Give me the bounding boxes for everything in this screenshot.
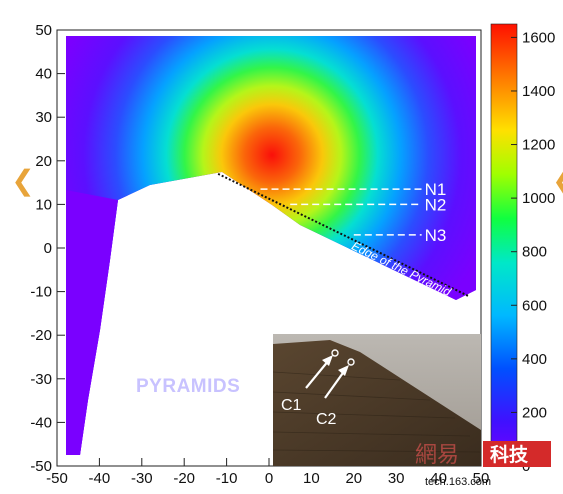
colorbar-tick-label: 400 (522, 351, 547, 368)
colorbar-tick-label: 1600 (522, 29, 555, 46)
x-tick-label: -40 (89, 470, 111, 487)
photo-c1-marker (331, 349, 339, 357)
y-tick-label: 10 (35, 196, 52, 213)
pyramid-photo-shape (273, 340, 481, 466)
x-tick-label: 0 (265, 470, 273, 487)
x-tick-label: 50 (473, 470, 490, 487)
logo-line1: SCAN (136, 355, 192, 376)
x-axis: -50 -40 -30 -20 -10 0 10 20 30 40 50 (46, 458, 489, 487)
faculty-seal-icon (202, 396, 220, 414)
marker-label-c1: C1 (164, 244, 186, 263)
y-tick-label: 20 (35, 153, 52, 170)
y-tick-label: -50 (30, 458, 52, 475)
inset-photo: C1 C2 (272, 334, 481, 466)
photo-label-c2: C2 (316, 411, 337, 428)
marker-arrowhead-c2 (250, 213, 262, 226)
logo-small-text-3: FACULTY OF ENGINEERING CAIRO UNIVERSITY (200, 415, 269, 419)
annotation-label-n3: N3 (425, 226, 447, 245)
logo-small-text-2: ARAB REPUBLIC OF EGYPT MINISTRY OF ANTIQ… (170, 420, 250, 424)
colorbar: 16001400120010008006004002000 (490, 23, 555, 475)
photo-label-c1: C1 (281, 397, 302, 414)
colorbar-tick-label: 1000 (522, 190, 555, 207)
photo-c2-marker (347, 358, 355, 366)
logo-line2: PYRAMIDS (136, 376, 240, 397)
y-axis: 50 40 30 20 10 0 -10 -20 -30 -40 -50 (30, 22, 65, 475)
x-tick-label: -50 (46, 470, 68, 487)
y-tick-label: 50 (35, 22, 52, 39)
heatmap-layer (66, 36, 476, 455)
annotation-label-n2: N2 (425, 195, 447, 214)
x-tick-label: 10 (303, 470, 320, 487)
chevron-right-icon[interactable]: ❮ (552, 166, 563, 196)
scan-pyramids-logo: SCAN PYRAMIDS HIP HIP INSTITUTE HERITAGE… (136, 355, 269, 424)
colorbar-tick-label: 200 (522, 404, 547, 421)
y-tick-label: -10 (30, 284, 52, 301)
x-tick-label: 30 (388, 470, 405, 487)
colorbar-tick-label: 800 (522, 244, 547, 261)
y-tick-label: 40 (35, 66, 52, 83)
marker-label-c2: C2 (188, 277, 210, 296)
y-tick-label: -40 (30, 414, 52, 431)
marker-arrow-c1 (205, 199, 240, 243)
watermark-url: tech.163.com (425, 476, 491, 488)
colorbar-ticks: 16001400120010008006004002000 (511, 29, 555, 475)
y-tick-label: 30 (35, 109, 52, 126)
colorbar-tick-label: 600 (522, 297, 547, 314)
colorbar-tick-label: 1200 (522, 137, 555, 154)
y-tick-label: -30 (30, 371, 52, 388)
heatmap-lower-tail (66, 190, 118, 455)
heatmap-hotspot (66, 36, 476, 455)
marker-c2 (260, 204, 270, 214)
svg-text:HIP: HIP (143, 404, 155, 411)
marker-arrowhead-c1 (229, 198, 241, 210)
x-tick-label: -30 (131, 470, 153, 487)
y-tick-label: 0 (44, 240, 52, 257)
x-tick-label: 40 (430, 470, 447, 487)
x-tick-label: -20 (173, 470, 195, 487)
watermark-left: 網易 (415, 442, 459, 467)
x-tick-label: -10 (216, 470, 238, 487)
logo-small-text-1: HIP INSTITUTE HERITAGE INNOVATION PRESER… (137, 415, 217, 419)
watermark-badge (483, 441, 551, 467)
marker-c1 (239, 189, 248, 198)
chevron-left-icon[interactable]: ❮ (11, 164, 35, 197)
annotation-label-n1: N1 (425, 180, 447, 199)
colorbar-gradient (490, 23, 518, 467)
colorbar-tick-label: 1400 (522, 83, 555, 100)
marker-arrow-c2 (226, 214, 261, 258)
y-tick-label: -20 (30, 327, 52, 344)
x-tick-label: 20 (345, 470, 362, 487)
watermark: 網易 科技 tech.163.com (415, 441, 551, 488)
hip-logo-icon (136, 397, 160, 414)
watermark-right: 科技 (490, 443, 529, 466)
egypt-eagle-icon (177, 398, 185, 413)
